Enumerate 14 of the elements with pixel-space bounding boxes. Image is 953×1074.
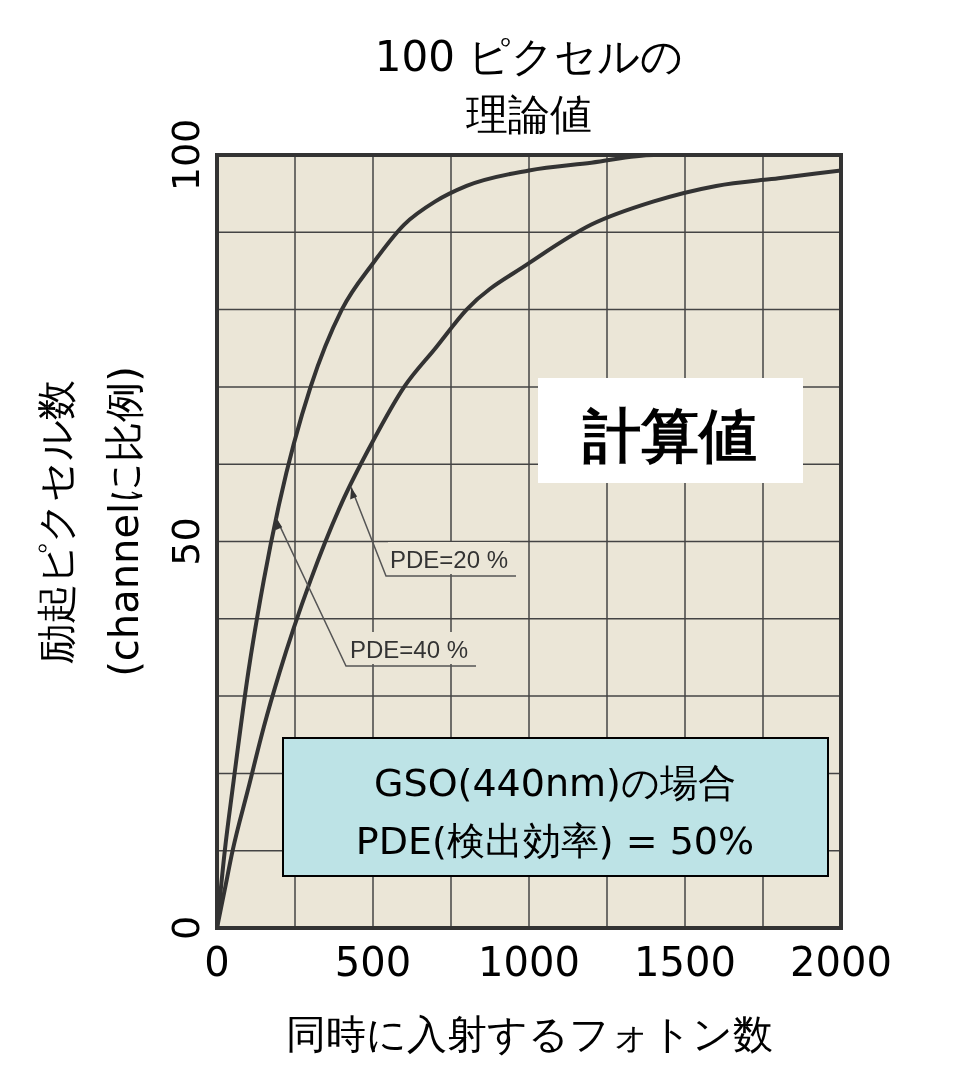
annotation: PDE=20 %	[390, 546, 509, 573]
y-tick-label: 100	[164, 118, 208, 192]
y-tick-label: 50	[164, 517, 208, 566]
x-tick-label: 1000	[478, 939, 580, 986]
annotation: GSO(440nm)の場合 PDE(検出効率) = 50%	[355, 761, 755, 863]
annotation: 計算値	[582, 402, 757, 470]
x-tick-label: 2000	[790, 939, 892, 986]
x-tick-label: 1500	[634, 939, 736, 986]
y-axis-title: 励起ピクセル数 (channelに比例)	[33, 366, 147, 677]
chart-title: 100 ピクセルの理論値	[373, 31, 685, 141]
x-axis-title: 同時に入射するフォトン数	[285, 1011, 773, 1057]
annotation: PDE=40 %	[350, 636, 469, 663]
x-tick-label: 500	[334, 939, 412, 986]
y-tick-label: 0	[164, 915, 208, 941]
